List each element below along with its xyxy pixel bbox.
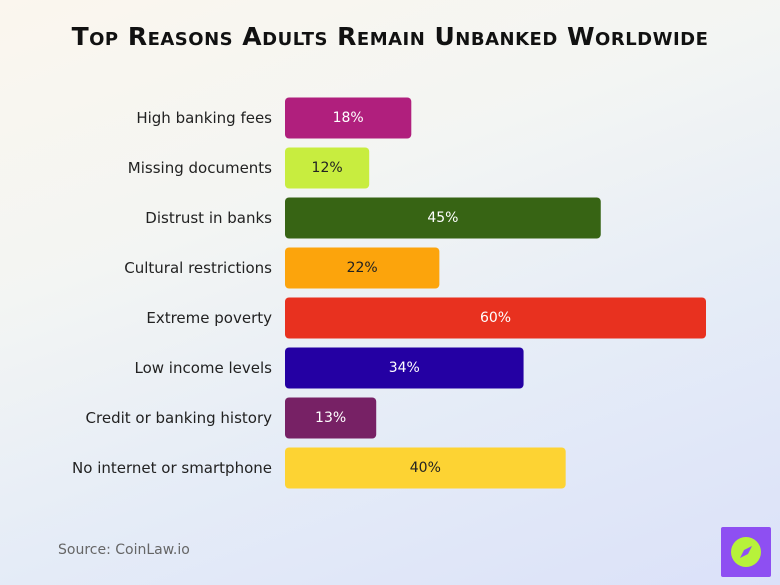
bar bbox=[285, 397, 377, 439]
bar-row: Low income levels 34% bbox=[135, 347, 524, 389]
category-label: No internet or smartphone bbox=[72, 459, 272, 477]
value-label: 40% bbox=[410, 460, 441, 476]
chart-title: Top Reasons Adults Remain Unbanked World… bbox=[71, 22, 709, 51]
bar bbox=[285, 347, 524, 389]
bar bbox=[285, 197, 601, 239]
bar-row: Distrust in banks 45% bbox=[145, 197, 601, 239]
category-label: High banking fees bbox=[136, 109, 272, 127]
source-note: Source: CoinLaw.io bbox=[58, 542, 190, 558]
category-label: Distrust in banks bbox=[145, 209, 272, 227]
bar-row: Credit or banking history 13% bbox=[86, 397, 377, 439]
bar bbox=[285, 447, 566, 489]
bar-row: No internet or smartphone 40% bbox=[72, 447, 566, 489]
value-label: 60% bbox=[480, 310, 511, 326]
bar bbox=[285, 247, 440, 289]
category-label: Credit or banking history bbox=[86, 409, 273, 427]
compass-icon bbox=[731, 537, 761, 567]
value-label: 13% bbox=[315, 410, 346, 426]
value-label: 18% bbox=[333, 110, 364, 126]
bar-row: Extreme poverty 60% bbox=[146, 297, 706, 339]
category-label: Extreme poverty bbox=[146, 309, 272, 327]
bar-row: Cultural restrictions 22% bbox=[124, 247, 440, 289]
bar-row: Missing documents 12% bbox=[128, 147, 370, 189]
brand-logo bbox=[721, 527, 771, 577]
value-label: 34% bbox=[389, 360, 420, 376]
value-label: 12% bbox=[312, 160, 343, 176]
bar bbox=[285, 147, 370, 189]
bar bbox=[285, 297, 706, 339]
category-label: Low income levels bbox=[135, 359, 273, 377]
bar-row: High banking fees 18% bbox=[136, 97, 412, 139]
category-label: Missing documents bbox=[128, 159, 272, 177]
value-label: 45% bbox=[427, 210, 458, 226]
bar bbox=[285, 97, 412, 139]
category-label: Cultural restrictions bbox=[124, 259, 272, 277]
value-label: 22% bbox=[347, 260, 378, 276]
